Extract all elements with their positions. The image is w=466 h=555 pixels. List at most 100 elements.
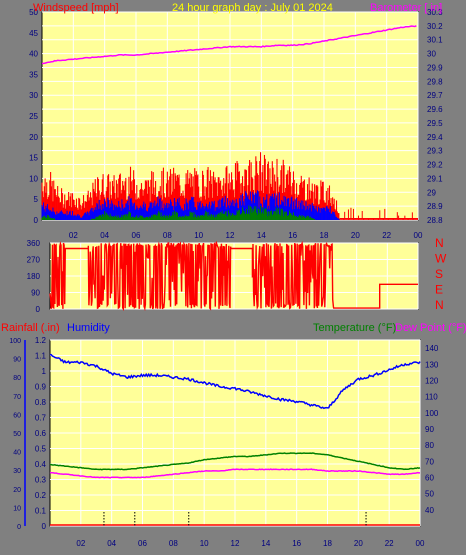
wind-x-tick-label: 08 (163, 231, 172, 240)
dir-tick-label: 90 (31, 289, 40, 298)
baro-tick-label: 30 (427, 50, 436, 59)
rain-axis-title: Rainfall (.in) (1, 322, 60, 334)
temp-tick-label: 130 (425, 360, 439, 369)
temp-x-tick-label: 20 (354, 539, 363, 548)
humidity-tick-label: 20 (13, 487, 21, 494)
rain-tick-label: 0.6 (35, 429, 47, 438)
rain-tick-label: 0.9 (35, 383, 47, 392)
baro-tick-label: 29.4 (427, 133, 443, 142)
rain-tick-label: 1.1 (35, 352, 47, 361)
wind-x-tick-label: 02 (69, 231, 78, 240)
humidity-tick-label: 30 (13, 468, 21, 475)
dir-tick-label: 180 (27, 272, 41, 281)
rain-tick-label: 0.8 (35, 398, 47, 407)
baro-tick-label: 29.5 (427, 119, 443, 128)
rain-tick-label: 0.3 (35, 476, 47, 485)
wind-x-tick-label: 12 (226, 231, 235, 240)
humidity-tick-label: 70 (13, 394, 21, 401)
wind-x-tick-label: 04 (100, 231, 109, 240)
wind-tick-label: 15 (29, 154, 38, 163)
temp-tick-label: 40 (425, 506, 434, 515)
temp-tick-label: 90 (425, 425, 434, 434)
barometer-line (41, 25, 417, 65)
temp-x-tick-label: 14 (261, 539, 270, 548)
wind-tick-label: 10 (29, 174, 38, 183)
temperature-line (49, 452, 421, 471)
compass-label: N (435, 298, 444, 312)
wind-x-tick-label: 10 (194, 231, 203, 240)
wind-x-tick-label: 06 (132, 231, 141, 240)
humidity-line (49, 353, 421, 410)
temp-tick-label: 80 (425, 441, 434, 450)
dir-tick-label: 0 (36, 305, 41, 314)
tick-layer: 28.8 28.9 29 29.1 29.2 29.3 29.4 29.5 29.6 29.7 29… (9, 8, 447, 548)
baro-tick-label: 29.3 (427, 147, 443, 156)
rain-tick-label: 0.5 (35, 445, 47, 454)
dewpoint-line (49, 468, 420, 479)
wind-low-series (41, 205, 316, 220)
wind-tick-label: 30 (29, 91, 38, 100)
wind-axis-title: Windspeed [mph] (33, 2, 119, 14)
rain-tick-label: 0.7 (35, 414, 47, 423)
baro-tick-label: 29.2 (427, 161, 443, 170)
graph-title: 24 hour graph day : July 01 2024 (172, 2, 333, 14)
temp-axis-title: Temperature (°F) (313, 322, 396, 334)
temp-tick-label: 70 (425, 457, 434, 466)
temp-tick-label: 120 (425, 376, 439, 385)
wind-tick-label: 40 (29, 50, 38, 59)
compass-label: S (435, 267, 443, 281)
rain-tick-label: 0.4 (35, 460, 47, 469)
rain-tick-label: 1.2 (35, 336, 47, 345)
wind-x-tick-label: 18 (320, 231, 329, 240)
humidity-tick-label: 60 (13, 412, 21, 419)
baro-tick-label: 29.6 (427, 105, 443, 114)
wind-tick-label: 20 (29, 133, 38, 142)
temp-x-tick-label: 04 (107, 539, 116, 548)
temp-x-tick-label: 18 (323, 539, 332, 548)
baro-tick-label: 29.8 (427, 77, 443, 86)
wind-x-tick-label: 16 (288, 231, 297, 240)
dir-tick-label: 270 (27, 256, 41, 265)
baro-tick-label: 29.9 (427, 63, 443, 72)
temp-x-tick-label: 12 (231, 539, 240, 548)
compass-label: N (435, 236, 444, 250)
baro-axis-title: Barometer [ in] (370, 2, 442, 14)
baro-tick-label: 30.2 (427, 22, 443, 31)
humidity-tick-label: 40 (13, 450, 21, 457)
wind-x-tick-label: 00 (414, 231, 423, 240)
humidity-tick-label: 90 (13, 357, 21, 364)
dir-tick-label: 360 (27, 239, 41, 248)
humidity-tick-label: 100 (9, 338, 21, 345)
wind-x-tick-label: 14 (257, 231, 266, 240)
temp-tick-label: 140 (425, 344, 439, 353)
wind-tick-label: 35 (29, 70, 38, 79)
humidity-tick-label: 50 (13, 431, 21, 438)
temp-x-tick-label: 06 (138, 539, 147, 548)
wind-direction-line (49, 240, 418, 312)
temp-x-tick-label: 02 (76, 539, 85, 548)
baro-tick-label: 29.1 (427, 174, 443, 183)
wind-x-tick-label: 20 (351, 231, 360, 240)
wind-x-tick-label: 22 (382, 231, 391, 240)
compass-label: W (435, 252, 447, 266)
temp-tick-label: 60 (425, 473, 434, 482)
temp-x-tick-label: 08 (169, 539, 178, 548)
temp-x-tick-label: 16 (292, 539, 301, 548)
wind-tick-label: 5 (34, 195, 39, 204)
temp-tick-label: 110 (425, 393, 438, 402)
baro-tick-label: 29 (427, 188, 436, 197)
wind-tick-label: 25 (29, 112, 38, 121)
wind-tick-label: 45 (29, 29, 38, 38)
baro-tick-label: 28.8 (427, 216, 443, 225)
temp-x-tick-label: 00 (416, 539, 425, 548)
rain-tick-label: 0 (42, 522, 47, 531)
wind-tick-label: 50 (29, 8, 38, 17)
temp-tick-label: 50 (425, 490, 434, 499)
humidity-tick-label: 10 (13, 505, 21, 512)
baro-tick-label: 29.7 (427, 91, 443, 100)
temp-x-tick-label: 22 (385, 539, 394, 548)
rain-tick-label: 0.1 (35, 507, 47, 516)
temp-tick-label: 100 (425, 409, 439, 418)
dew-axis-title: Dew Point (°F) (395, 322, 466, 334)
